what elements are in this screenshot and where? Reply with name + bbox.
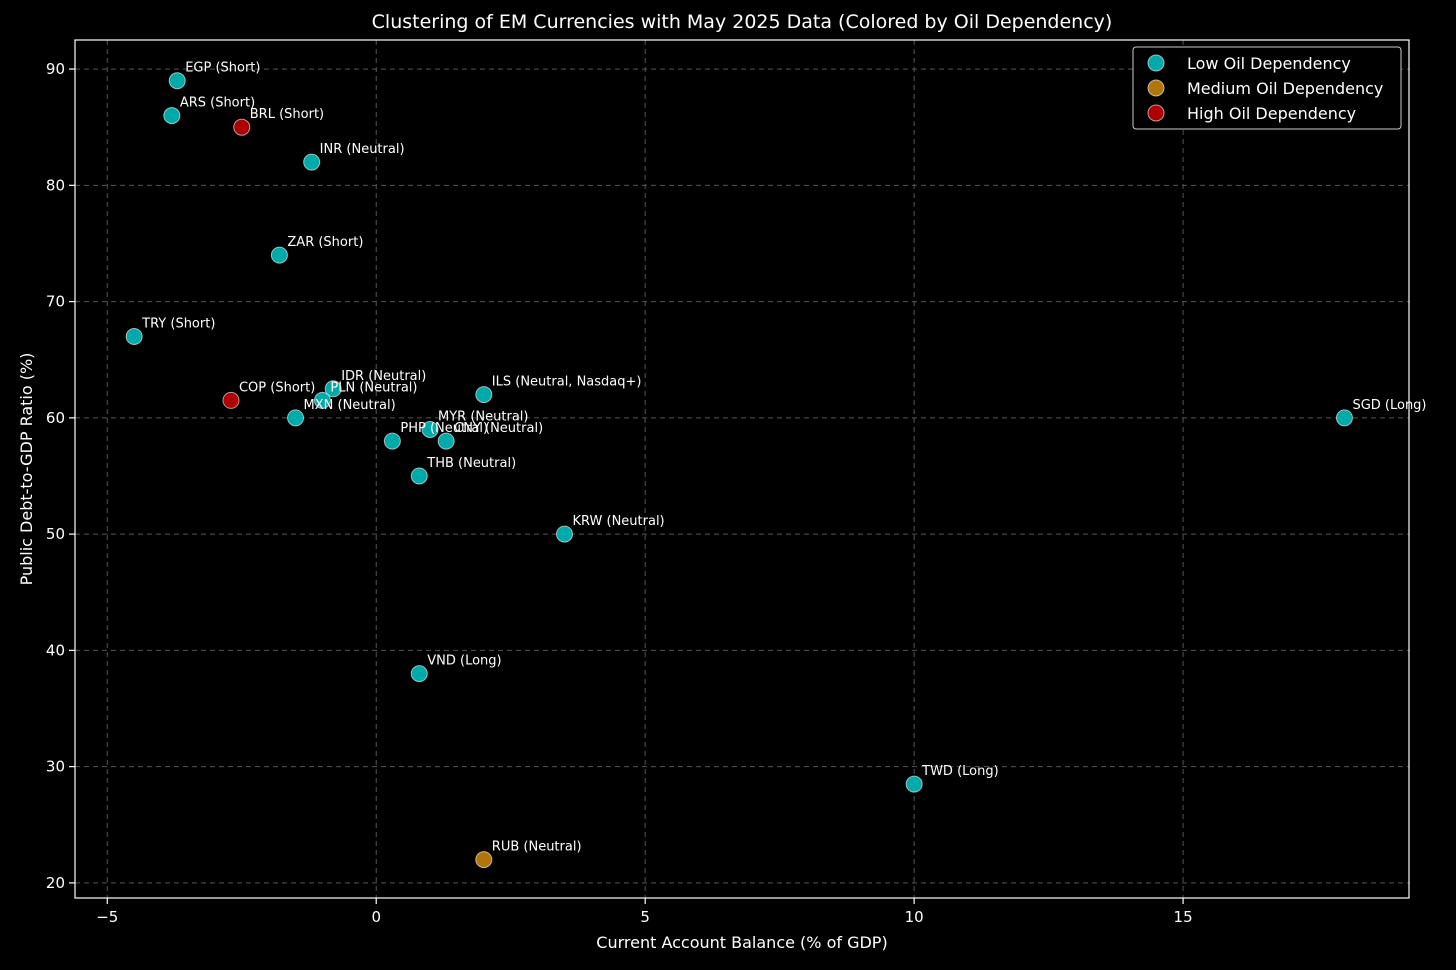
y-tick-label: 30 — [46, 758, 65, 776]
point-label: BRL (Short) — [250, 107, 324, 122]
y-axis-label: Public Debt-to-GDP Ratio (%) — [17, 353, 36, 586]
point-label: EGP (Short) — [185, 61, 260, 76]
point-label: VND (Long) — [427, 654, 501, 669]
x-tick-label: −5 — [96, 908, 118, 926]
point-label: ARS (Short) — [180, 96, 255, 111]
data-point — [324, 380, 342, 398]
chart-title: Clustering of EM Currencies with May 202… — [372, 11, 1113, 33]
data-point — [168, 72, 186, 90]
data-point — [222, 391, 240, 409]
data-point — [475, 851, 493, 869]
x-tick-label: 15 — [1174, 908, 1193, 926]
y-tick-label: 60 — [46, 409, 65, 427]
point-label: IDR (Neutral) — [341, 369, 426, 384]
data-point — [410, 467, 428, 485]
data-point — [303, 153, 321, 171]
legend-marker — [1147, 54, 1165, 72]
y-tick-label: 70 — [46, 293, 65, 311]
y-tick-label: 80 — [46, 176, 65, 194]
data-point — [905, 775, 923, 793]
legend-marker — [1147, 104, 1165, 122]
data-points — [125, 72, 1353, 869]
data-point — [437, 432, 455, 450]
point-labels: EGP (Short) ARS (Short) INR (Neutral) ZAR (… — [141, 61, 1426, 855]
point-label: MYR (Neutral) — [438, 409, 528, 424]
data-point — [163, 107, 181, 125]
y-tick-label: 90 — [46, 60, 65, 78]
point-label: MXN (Neutral) — [304, 398, 396, 413]
data-point — [383, 432, 401, 450]
legend-label: High Oil Dependency — [1187, 104, 1356, 123]
plot-frame — [74, 39, 1410, 899]
point-label: KRW (Neutral) — [572, 514, 664, 529]
data-point — [125, 327, 143, 345]
y-tick-label: 20 — [46, 874, 65, 892]
data-point — [313, 391, 331, 409]
axis-ticks: −5 0 5 10 15 20 30 40 50 60 70 80 90 — [46, 60, 1193, 926]
y-tick-label: 50 — [46, 525, 65, 543]
legend-box — [1132, 46, 1402, 130]
legend-label: Medium Oil Dependency — [1187, 79, 1383, 98]
point-label: CNY (Neutral) — [454, 421, 543, 436]
x-axis-label: Current Account Balance (% of GDP) — [596, 933, 887, 952]
grid-lines — [75, 40, 1409, 898]
point-label: ILS (Neutral, Nasdaq+) — [492, 375, 642, 390]
point-label: COP (Short) — [239, 380, 315, 395]
legend-marker — [1147, 79, 1165, 97]
data-point — [555, 525, 573, 543]
data-point — [287, 409, 305, 427]
x-tick-label: 5 — [640, 908, 650, 926]
point-label: PHP (Neutral) — [400, 421, 488, 436]
data-point — [421, 420, 439, 438]
x-tick-label: 0 — [371, 908, 381, 926]
data-point — [475, 386, 493, 404]
point-label: SGD (Long) — [1352, 398, 1426, 413]
point-label: INR (Neutral) — [320, 142, 405, 157]
data-point — [1335, 409, 1353, 427]
data-point — [270, 246, 288, 264]
legend-label: Low Oil Dependency — [1187, 54, 1351, 73]
point-label: THB (Neutral) — [426, 456, 516, 471]
legend: Low Oil Dependency Medium Oil Dependency H… — [1132, 46, 1402, 130]
y-tick-label: 40 — [46, 641, 65, 659]
point-label: TRY (Short) — [141, 316, 215, 331]
point-label: RUB (Neutral) — [492, 840, 582, 855]
data-point — [410, 665, 428, 683]
data-point — [233, 118, 251, 136]
point-label: ZAR (Short) — [287, 235, 363, 250]
x-tick-label: 10 — [905, 908, 924, 926]
point-label: TWD (Long) — [921, 764, 999, 779]
point-label: PLN (Neutral) — [330, 380, 417, 395]
